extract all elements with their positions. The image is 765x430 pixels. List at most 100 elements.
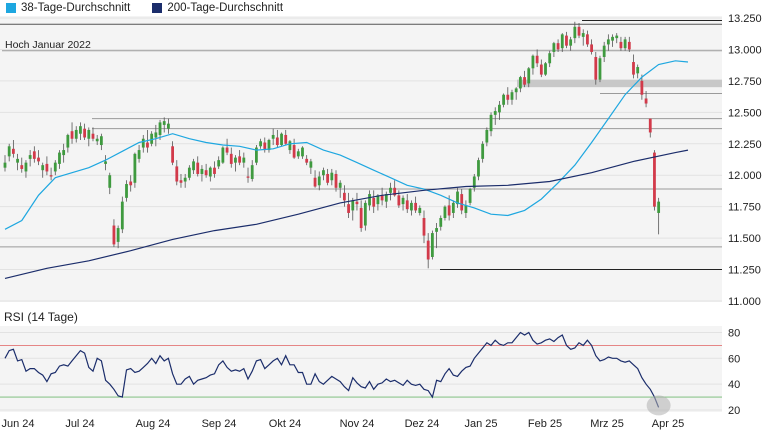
candle-down <box>648 118 652 133</box>
candle-up <box>99 136 103 146</box>
candle-up <box>58 152 61 164</box>
candle-up <box>456 191 459 205</box>
candle-up <box>351 200 355 211</box>
candle-up <box>493 111 497 115</box>
candle-down <box>535 55 539 64</box>
rsi-panel-background <box>0 326 722 412</box>
moving-average-series <box>4 60 689 279</box>
candle-up <box>389 187 392 193</box>
candle-up <box>301 147 304 157</box>
candle-down <box>334 173 338 188</box>
candle-up <box>552 43 556 52</box>
legend-swatch-sma200 <box>152 3 163 13</box>
candle-down <box>380 195 384 201</box>
candle-up <box>376 195 380 205</box>
candle-down <box>447 205 451 216</box>
x-tick-label: Jul 24 <box>65 418 94 430</box>
candle-up <box>451 202 455 213</box>
candle-up <box>133 153 137 183</box>
x-tick-label: Okt 24 <box>269 418 301 430</box>
rsi-y-tick-label: 20 <box>728 405 740 417</box>
candle-down <box>556 43 560 50</box>
candle-down <box>213 167 216 174</box>
candle-up <box>28 155 32 159</box>
candle-down <box>594 56 598 80</box>
candle-down <box>45 163 49 172</box>
candle-up <box>464 205 468 213</box>
candle-up <box>581 33 585 37</box>
candle-up <box>87 129 91 139</box>
candle-down <box>292 145 296 158</box>
candle-up <box>602 45 606 57</box>
x-tick-label: Nov 24 <box>340 418 375 430</box>
candle-down <box>460 194 464 211</box>
candle-up <box>183 177 187 182</box>
candle-up <box>498 104 501 113</box>
x-tick-label: Sep 24 <box>202 418 237 430</box>
candle-down <box>506 94 510 100</box>
candle-down <box>275 137 279 146</box>
candle-down <box>619 41 623 49</box>
legend-item-sma38[interactable]: 38-Tage-Durchschnitt <box>6 2 130 14</box>
candle-up <box>108 175 112 188</box>
candle-up <box>53 162 57 172</box>
rsi-y-tick-label: 40 <box>728 379 740 391</box>
candle-up <box>384 194 388 202</box>
candle-up <box>62 150 66 156</box>
candle-up <box>167 123 170 129</box>
candle-down <box>70 131 74 139</box>
candle-down <box>586 34 589 45</box>
candle-down <box>175 166 179 182</box>
candle-down <box>359 207 363 229</box>
candle-down <box>426 240 430 260</box>
candle-up <box>502 94 506 105</box>
candle-up <box>79 126 82 134</box>
candle-up <box>363 202 367 226</box>
candle-down <box>372 197 376 207</box>
candle-down <box>414 202 418 211</box>
candle-up <box>74 129 78 139</box>
candle-up <box>485 129 489 143</box>
candle-up <box>598 58 602 80</box>
candle-up <box>125 184 128 198</box>
rsi-y-tick-label: 80 <box>728 327 740 339</box>
candle-up <box>401 197 405 205</box>
rsi-highlight-marker <box>646 395 671 416</box>
candle-down <box>342 192 346 201</box>
candle-up <box>24 162 28 172</box>
candle-down <box>565 35 568 46</box>
rsi-grid <box>0 331 722 411</box>
price-y-tick-label: 13.000 <box>728 44 762 56</box>
candle-down <box>640 80 644 95</box>
candle-down <box>238 156 242 163</box>
candle-up <box>430 233 434 257</box>
candle-up <box>280 133 283 146</box>
candle-down <box>539 64 543 75</box>
x-tick-label: Feb 25 <box>528 418 562 430</box>
candle-down <box>305 158 309 163</box>
price-y-tick-label: 11.250 <box>728 265 761 277</box>
candle-up <box>234 157 237 163</box>
legend-item-sma200[interactable]: 200-Tage-Durchschnitt <box>152 2 283 14</box>
candle-down <box>91 133 95 139</box>
price-y-tick-label: 11.000 <box>728 296 761 308</box>
candle-down <box>37 157 40 162</box>
candle-up <box>518 77 522 89</box>
candle-up <box>221 147 225 163</box>
candle-up <box>296 151 300 157</box>
candle-down <box>313 177 317 187</box>
candle-up <box>481 143 485 159</box>
rsi-line <box>4 331 660 408</box>
annotation-hoch-januar-2022: Hoch Januar 2022 <box>5 39 91 51</box>
candle-up <box>531 55 535 69</box>
rsi-panel-title: RSI (14 Tage) <box>4 310 78 324</box>
candle-up <box>560 34 564 49</box>
candle-up <box>3 162 7 168</box>
candle-up <box>66 134 70 148</box>
legend-label-sma38: 38-Tage-Durchschnitt <box>21 2 131 14</box>
candle-down <box>229 153 233 164</box>
x-tick-label: Jun 24 <box>1 418 34 430</box>
candle-up <box>527 68 531 84</box>
x-axis-ticks: Jun 24 Jul 24 Aug 24 Sep 24 Okt 24 Nov 24 Dez … <box>1 418 684 430</box>
candle-up <box>158 122 162 135</box>
